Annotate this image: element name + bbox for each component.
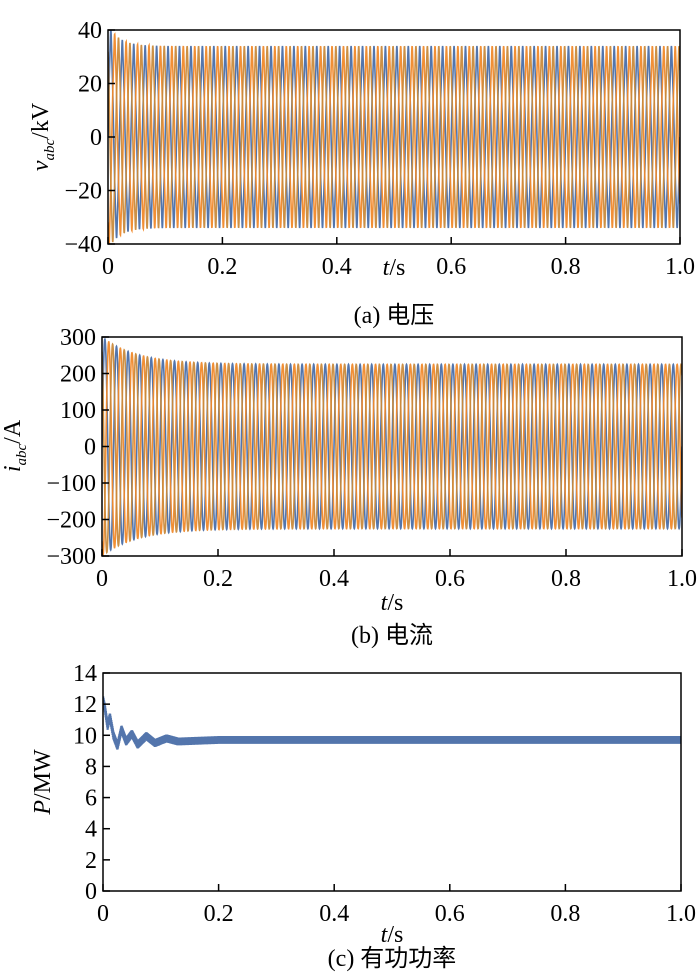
current-y-tick-label: −100 bbox=[46, 471, 96, 497]
current-x-tick-label: 0.2 bbox=[203, 566, 233, 592]
power-y-tick-label: 2 bbox=[85, 848, 97, 874]
voltage-y-axis-label: vabc/kV bbox=[28, 102, 58, 171]
panel-current: 0 0.2 0.4 0.6 0.8 1.0 −300−200−1000100200300 … bbox=[0, 325, 697, 649]
current-y-axis-label: iabc/A bbox=[0, 419, 30, 472]
current-y-tick-label: 0 bbox=[84, 435, 96, 461]
current-series-line bbox=[102, 342, 682, 555]
current-y-tick-label: −300 bbox=[46, 544, 96, 570]
voltage-y-tick-label: 0 bbox=[90, 125, 102, 151]
power-y-axis-label: P/MW bbox=[30, 749, 56, 816]
voltage-y-tick-label: 40 bbox=[78, 18, 102, 44]
current-plot-area bbox=[102, 337, 682, 556]
voltage-axes-frame bbox=[107, 29, 681, 245]
voltage-y-tick-label: −40 bbox=[64, 232, 102, 258]
power-x-tick-label: 0.6 bbox=[435, 901, 465, 927]
current-x-tick-label: 0.6 bbox=[435, 566, 465, 592]
voltage-x-tick-label: 0.2 bbox=[207, 254, 237, 280]
voltage-x-tick-label: 0.6 bbox=[436, 254, 466, 280]
power-y-tick-label: 12 bbox=[73, 692, 97, 718]
voltage-series-line bbox=[108, 30, 680, 239]
current-x-tick-label: 0 bbox=[96, 566, 108, 592]
power-x-ticks: 0 0.2 0.4 0.6 0.8 1.0 bbox=[97, 884, 696, 927]
current-y-tick-label: 200 bbox=[60, 362, 96, 388]
current-y-tick-label: 300 bbox=[60, 325, 96, 351]
power-y-tick-label: 8 bbox=[85, 754, 97, 780]
current-x-ticks: 0 0.2 0.4 0.6 0.8 1.0 bbox=[96, 549, 697, 592]
power-y-ticks: 0 2 4 6 8 10 12 14 bbox=[73, 661, 110, 905]
power-x-tick-label: 0.2 bbox=[204, 901, 234, 927]
current-caption: (b) 电流 bbox=[351, 622, 433, 649]
current-x-tick-label: 0.8 bbox=[551, 566, 581, 592]
voltage-x-ticks: 0 0.2 0.4 0.6 0.8 1.0 bbox=[102, 237, 695, 280]
current-y-tick-label: 100 bbox=[60, 398, 96, 424]
current-axes-frame bbox=[101, 336, 683, 557]
power-y-tick-label: 6 bbox=[85, 786, 97, 812]
voltage-caption: (a) 电压 bbox=[354, 302, 435, 329]
voltage-x-tick-label: 0.8 bbox=[551, 254, 581, 280]
current-x-tick-label: 1.0 bbox=[667, 566, 697, 592]
power-x-tick-label: 1.0 bbox=[666, 901, 696, 927]
voltage-y-tick-label: 20 bbox=[78, 72, 102, 98]
voltage-y-tick-label: −20 bbox=[64, 179, 102, 205]
voltage-plot-area bbox=[108, 30, 680, 244]
power-caption: (c) 有功功率 bbox=[328, 945, 457, 972]
power-y-tick-label: 14 bbox=[73, 661, 97, 687]
current-x-axis-label: t/s bbox=[381, 590, 404, 616]
power-x-tick-label: 0.4 bbox=[319, 901, 349, 927]
current-x-tick-label: 0.4 bbox=[319, 566, 349, 592]
panel-power: 0 0.2 0.4 0.6 0.8 1.0 0 2 4 6 8 10 12 14 t/s P/MW (c… bbox=[30, 661, 696, 972]
current-y-tick-label: −200 bbox=[46, 508, 96, 534]
power-y-tick-label: 10 bbox=[73, 723, 97, 749]
voltage-x-tick-label: 0 bbox=[102, 254, 114, 280]
power-series-line bbox=[103, 696, 681, 750]
voltage-x-tick-label: 0.4 bbox=[322, 254, 352, 280]
power-axes-frame bbox=[102, 672, 682, 892]
power-y-tick-label: 4 bbox=[85, 817, 97, 843]
panel-voltage: 0 0.2 0.4 0.6 0.8 1.0 −40 −20 0 20 40 t/s vabc/kV… bbox=[28, 18, 695, 329]
current-series-line bbox=[102, 341, 682, 556]
voltage-x-axis-label: t/s bbox=[383, 255, 406, 281]
power-x-tick-label: 0.8 bbox=[550, 901, 580, 927]
voltage-y-ticks: −40 −20 0 20 40 bbox=[64, 18, 115, 258]
voltage-series-line bbox=[108, 37, 680, 243]
current-series-line bbox=[102, 337, 682, 552]
power-x-axis-label: t/s bbox=[381, 922, 404, 948]
power-x-tick-label: 0 bbox=[97, 901, 109, 927]
voltage-x-tick-label: 1.0 bbox=[665, 254, 695, 280]
voltage-series-line bbox=[108, 32, 680, 244]
power-plot-area bbox=[103, 696, 681, 750]
power-y-tick-label: 0 bbox=[85, 879, 97, 905]
current-y-ticks: −300 −200 −100 0 100 200 300 bbox=[46, 325, 109, 570]
